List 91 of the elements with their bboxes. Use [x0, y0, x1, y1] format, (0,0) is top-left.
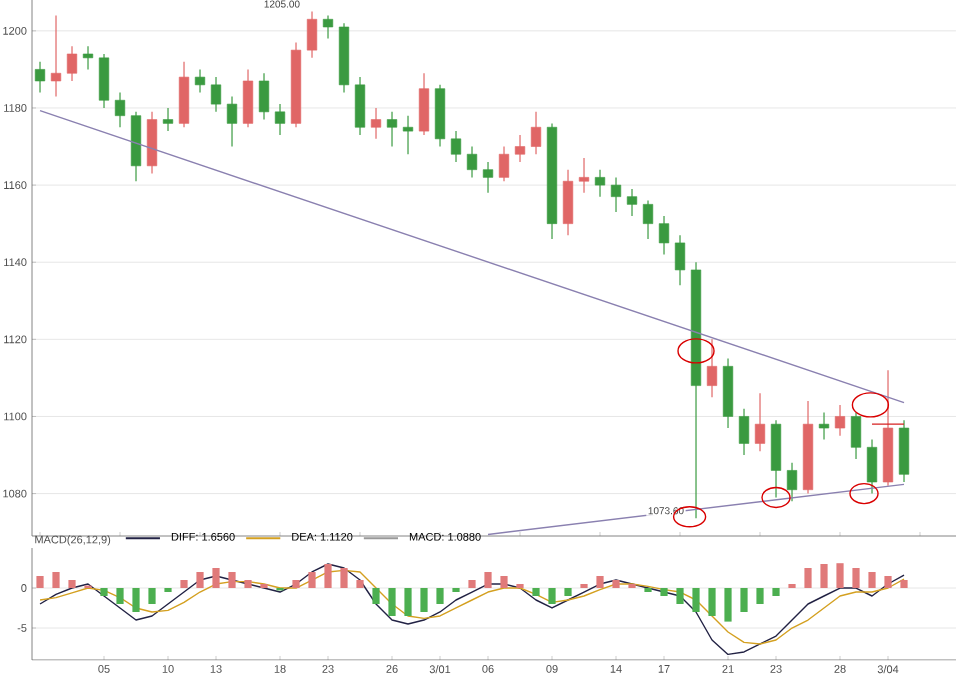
bar	[612, 580, 620, 588]
candlestick	[850, 412, 862, 460]
bar	[484, 572, 492, 588]
bar	[292, 580, 300, 588]
bar	[116, 588, 124, 604]
bar	[388, 588, 396, 616]
candlestick	[146, 111, 158, 175]
bar	[660, 588, 668, 596]
candlestick	[370, 107, 382, 140]
bar	[708, 588, 716, 616]
bar	[324, 564, 332, 588]
bar	[564, 588, 572, 596]
candlestick	[770, 419, 782, 499]
bar	[68, 580, 76, 588]
candlestick	[306, 10, 318, 59]
bar	[500, 576, 508, 588]
bar	[100, 588, 108, 596]
bar	[180, 580, 188, 588]
candlestick	[418, 72, 430, 136]
candlestick	[514, 134, 526, 163]
bar	[900, 580, 908, 588]
candlestick	[626, 188, 638, 217]
bar	[532, 588, 540, 596]
bar	[548, 588, 556, 604]
candlestick	[866, 439, 878, 495]
candlestick	[818, 412, 830, 441]
candlestick	[562, 169, 574, 236]
bar	[196, 572, 204, 588]
candlestick	[34, 61, 46, 94]
bar	[836, 563, 844, 588]
bar	[756, 588, 764, 604]
bar	[724, 588, 732, 622]
candlestick	[402, 115, 414, 155]
candlestick	[674, 234, 686, 286]
candlestick	[578, 157, 590, 194]
bar	[340, 568, 348, 588]
candlestick	[82, 45, 94, 71]
candlestick	[114, 91, 126, 128]
candlestick	[658, 215, 670, 256]
bar	[148, 588, 156, 604]
bar	[740, 588, 748, 612]
candlestick	[642, 199, 654, 240]
candlestick	[162, 107, 174, 132]
bar	[356, 580, 364, 588]
candlestick	[834, 404, 846, 437]
bar	[692, 588, 700, 612]
bar	[884, 576, 892, 588]
bar	[676, 588, 684, 604]
candlestick	[178, 61, 190, 128]
candlestick	[530, 111, 542, 155]
bar	[212, 568, 220, 588]
candlestick	[66, 45, 78, 82]
candlestick	[386, 111, 398, 148]
candlestick	[258, 72, 270, 121]
candlestick	[450, 130, 462, 163]
candlestick	[50, 14, 62, 98]
candlestick	[610, 176, 622, 213]
candlestick	[322, 14, 334, 40]
bar	[308, 572, 316, 588]
candlestick	[354, 76, 366, 136]
candlestick	[738, 408, 750, 456]
bar	[36, 576, 44, 588]
bar	[868, 572, 876, 588]
bar	[804, 568, 812, 588]
bar	[244, 580, 252, 588]
candlestick	[786, 462, 798, 502]
bar	[52, 572, 60, 588]
candlestick	[242, 68, 254, 128]
bar	[468, 580, 476, 588]
bar	[228, 572, 236, 588]
bar	[772, 588, 780, 596]
candlestick	[482, 161, 494, 194]
candlestick	[594, 169, 606, 198]
bar	[820, 564, 828, 588]
candlestick	[194, 68, 206, 94]
candlestick	[210, 76, 222, 113]
candlestick	[898, 419, 910, 483]
bar	[132, 588, 140, 612]
candlestick	[706, 338, 718, 398]
bar	[372, 588, 380, 604]
bar	[852, 568, 860, 588]
candlestick	[226, 95, 238, 148]
candlestick	[498, 145, 510, 182]
candlestick	[274, 103, 286, 136]
bar	[436, 588, 444, 604]
candlestick	[466, 145, 478, 178]
candlestick	[754, 392, 766, 452]
bar	[596, 576, 604, 588]
candlestick	[98, 53, 110, 109]
bar	[404, 588, 412, 616]
bar	[420, 588, 428, 612]
